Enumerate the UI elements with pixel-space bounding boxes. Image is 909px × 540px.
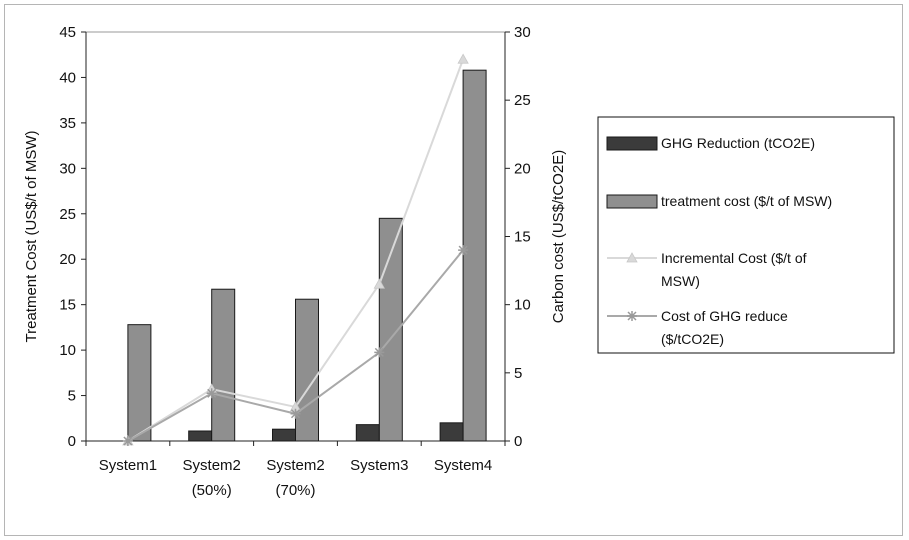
legend-label-1: treatment cost ($/t of MSW) bbox=[661, 193, 832, 209]
ghg-cost-marker bbox=[290, 408, 301, 419]
legend-marker-3 bbox=[627, 311, 637, 321]
right-tick-label: 30 bbox=[514, 24, 531, 41]
x-tick-label: System2 bbox=[183, 457, 241, 474]
legend-swatch-1 bbox=[606, 194, 658, 209]
legend-swatch-0 bbox=[606, 136, 658, 151]
incremental-cost-marker bbox=[373, 278, 385, 289]
legend-box bbox=[597, 116, 895, 354]
ghg-cost-marker bbox=[206, 388, 217, 399]
bar-treatment-cost bbox=[295, 298, 319, 442]
legend-label-3: Cost of GHG reduce bbox=[661, 308, 788, 324]
legend-label-2: Incremental Cost ($/t of bbox=[661, 250, 807, 266]
left-tick-label: 45 bbox=[59, 24, 76, 41]
left-tick-label: 5 bbox=[68, 388, 76, 405]
legend-label-3: ($/tCO2E) bbox=[661, 331, 724, 347]
bar-ghg-reduction bbox=[439, 422, 464, 442]
ghg-cost-marker bbox=[458, 245, 469, 256]
x-tick-label: (50%) bbox=[192, 482, 232, 499]
left-tick-label: 15 bbox=[59, 297, 76, 314]
right-tick-label: 10 bbox=[514, 297, 531, 314]
x-tick-label: System3 bbox=[350, 457, 408, 474]
bar-ghg-reduction bbox=[188, 430, 213, 442]
left-tick-label: 10 bbox=[59, 342, 76, 359]
right-tick-label: 0 bbox=[514, 433, 522, 450]
bar-ghg-reduction bbox=[272, 428, 296, 442]
x-tick-label: System1 bbox=[99, 457, 157, 474]
ghg-cost-marker bbox=[122, 436, 133, 446]
right-tick-label: 15 bbox=[514, 229, 531, 246]
left-axis-title: Treatment Cost (US$/t of MSW) bbox=[23, 131, 40, 343]
right-tick-label: 20 bbox=[514, 160, 531, 177]
left-tick-label: 25 bbox=[59, 206, 76, 223]
left-tick-label: 40 bbox=[59, 69, 76, 86]
legend-label-2: MSW) bbox=[661, 273, 700, 289]
legend-label-0: GHG Reduction (tCO2E) bbox=[661, 135, 815, 151]
left-tick-label: 20 bbox=[59, 251, 76, 268]
left-tick-label: 35 bbox=[59, 115, 76, 132]
left-tick-label: 30 bbox=[59, 160, 76, 177]
left-tick-label: 0 bbox=[68, 433, 76, 450]
x-tick-label: System4 bbox=[434, 457, 492, 474]
x-tick-label: (70%) bbox=[275, 482, 315, 499]
bar-treatment-cost bbox=[378, 217, 403, 442]
legend-marker-2 bbox=[626, 252, 638, 263]
right-axis-title: Carbon cost (US$/tCO2E) bbox=[550, 150, 567, 323]
incremental-cost-marker bbox=[457, 53, 469, 64]
bar-treatment-cost bbox=[127, 324, 152, 442]
x-tick-label: System2 bbox=[266, 457, 324, 474]
right-tick-label: 25 bbox=[514, 92, 531, 109]
bar-treatment-cost bbox=[211, 288, 236, 442]
right-tick-label: 5 bbox=[514, 365, 522, 382]
bar-treatment-cost bbox=[462, 69, 487, 442]
bar-ghg-reduction bbox=[355, 424, 380, 442]
ghg-cost-marker bbox=[374, 347, 385, 358]
